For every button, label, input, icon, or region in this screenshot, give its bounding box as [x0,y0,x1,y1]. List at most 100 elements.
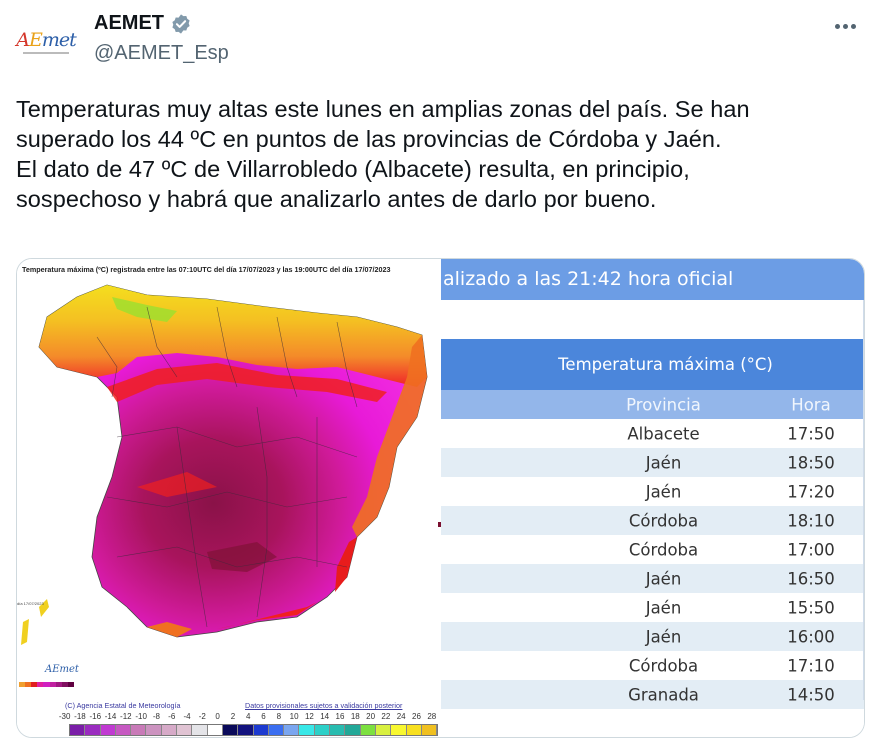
color-scale-bar [69,724,439,736]
scale-label: -10 [135,712,147,721]
scale-label: 16 [335,712,345,721]
spain-temperature-map [21,284,441,645]
scale-swatch [375,725,392,735]
cell-provincia: Albacete [627,424,700,443]
table-row: Jaén 18:50 [441,448,864,477]
cell-provincia: Córdoba [628,511,699,530]
mini-legend-swatch [37,682,44,687]
cell-hora: 17:20 [787,482,835,501]
scale-label: 22 [381,712,391,721]
scale-label: 6 [261,712,266,721]
avatar[interactable]: AEmet [16,12,77,72]
cell-hora: 14:50 [787,685,835,704]
cell-hora: 17:50 [787,424,835,443]
scale-swatch [161,725,178,735]
ellipsis-dot [850,23,856,29]
cell-hora: 15:50 [787,598,835,617]
mini-legend-swatch [25,682,32,687]
scale-label: 2 [230,712,236,721]
scale-label: 14 [320,712,330,721]
scale-swatch [100,725,116,735]
mini-legend-swatch [55,682,62,687]
map-credit: (C) Agencia Estatal de Meteorología [65,701,181,710]
scale-label: -30 [58,712,71,721]
mini-color-legend [19,682,74,687]
cell-hora: 17:10 [787,656,835,675]
tweet-media[interactable]: Temperatura máxima (ºC) registrada entre… [16,258,865,738]
scale-swatch [421,725,438,735]
scale-swatch [284,725,300,735]
mini-legend-swatch [43,682,50,687]
scale-label: -16 [89,712,102,721]
table-row: Córdoba 18:10 [441,506,864,535]
scale-swatch [391,725,407,735]
cell-hora: 18:50 [787,453,835,472]
scale-swatch [238,725,254,735]
scale-swatch [253,725,269,735]
scale-swatch [146,725,162,735]
temperature-table-image[interactable]: alizado a las 21:42 hora oficial Tempera… [441,259,864,737]
scale-swatch [192,725,208,735]
scale-swatch [268,725,285,735]
scale-label: -8 [152,712,160,721]
tweet-text: Temperaturas muy altas este lunes en amp… [16,96,750,212]
name-row: AEMET [94,12,192,35]
logo-subtitle [23,51,69,54]
mini-legend-swatch [49,682,56,687]
mini-legend-swatch [31,682,38,687]
update-banner: alizado a las 21:42 hora oficial [441,259,864,300]
temperature-map-image[interactable]: Temperatura máxima (ºC) registrada entre… [17,259,441,737]
scale-swatch [131,725,147,735]
scale-swatch [85,725,101,735]
canary-islands-label: día 17/07/2023 [17,601,44,606]
table-row: Albacete 17:50 [441,419,864,448]
scale-swatch [345,725,361,735]
scale-label: -6 [168,712,176,721]
scale-label: 4 [245,712,251,721]
scale-label: 8 [276,712,282,721]
more-options-button[interactable] [828,14,862,38]
scale-label: 26 [412,712,421,721]
ellipsis-icon [834,23,840,29]
scale-label: -2 [198,712,206,721]
account-handle[interactable]: @AEMET_Esp [94,42,229,64]
cell-provincia: Jaén [645,627,682,646]
ellipsis-dot [842,23,848,29]
scale-label: -14 [104,712,117,721]
cell-provincia: Jaén [645,453,682,472]
scale-label: 12 [304,712,314,721]
map-disclaimer: Datos provisionales sujetos a validación… [245,701,403,710]
cell-provincia: Córdoba [628,656,699,675]
cell-hora: 16:50 [787,569,835,588]
scale-label: 28 [427,712,437,721]
scale-label: 20 [366,712,376,721]
map-title: Temperatura máxima (ºC) registrada entre… [22,265,391,274]
scale-swatch [299,725,315,735]
scale-label: 18 [350,712,360,721]
cell-hora: 16:00 [787,627,835,646]
scale-label: -4 [183,712,191,721]
display-name[interactable]: AEMET [94,12,164,34]
scale-label: 10 [289,712,299,721]
color-scale-labels: -30 -18 -16 -14 -12 -10 -8 -6 -4 -2 0 2 4 6 8 10 12 14 16 1… [57,712,439,721]
column-header-provincia: Provincia [626,395,701,414]
table-header-row: Provincia Hora [441,390,864,419]
scale-swatch [314,725,331,735]
cell-provincia: Jaén [645,482,682,501]
table-row: Jaén 15:50 [441,593,864,622]
mini-legend-swatch [61,682,68,687]
map-aemet-logo: AEmet [45,664,79,675]
scale-label: 24 [396,712,406,721]
scale-swatch [115,725,132,735]
table-row: Jaén 16:50 [441,564,864,593]
table-title: Temperatura máxima (°C) [441,339,864,390]
scale-swatch [330,725,346,735]
table-border [863,300,864,700]
scale-swatch [360,725,376,735]
cell-hora: 17:00 [787,540,835,559]
cell-provincia: Jaén [645,598,682,617]
scale-swatch [406,725,422,735]
table-row: Córdoba 17:00 [441,535,864,564]
mini-legend-swatch [67,682,74,687]
table-row: Jaén 17:20 [441,477,864,506]
